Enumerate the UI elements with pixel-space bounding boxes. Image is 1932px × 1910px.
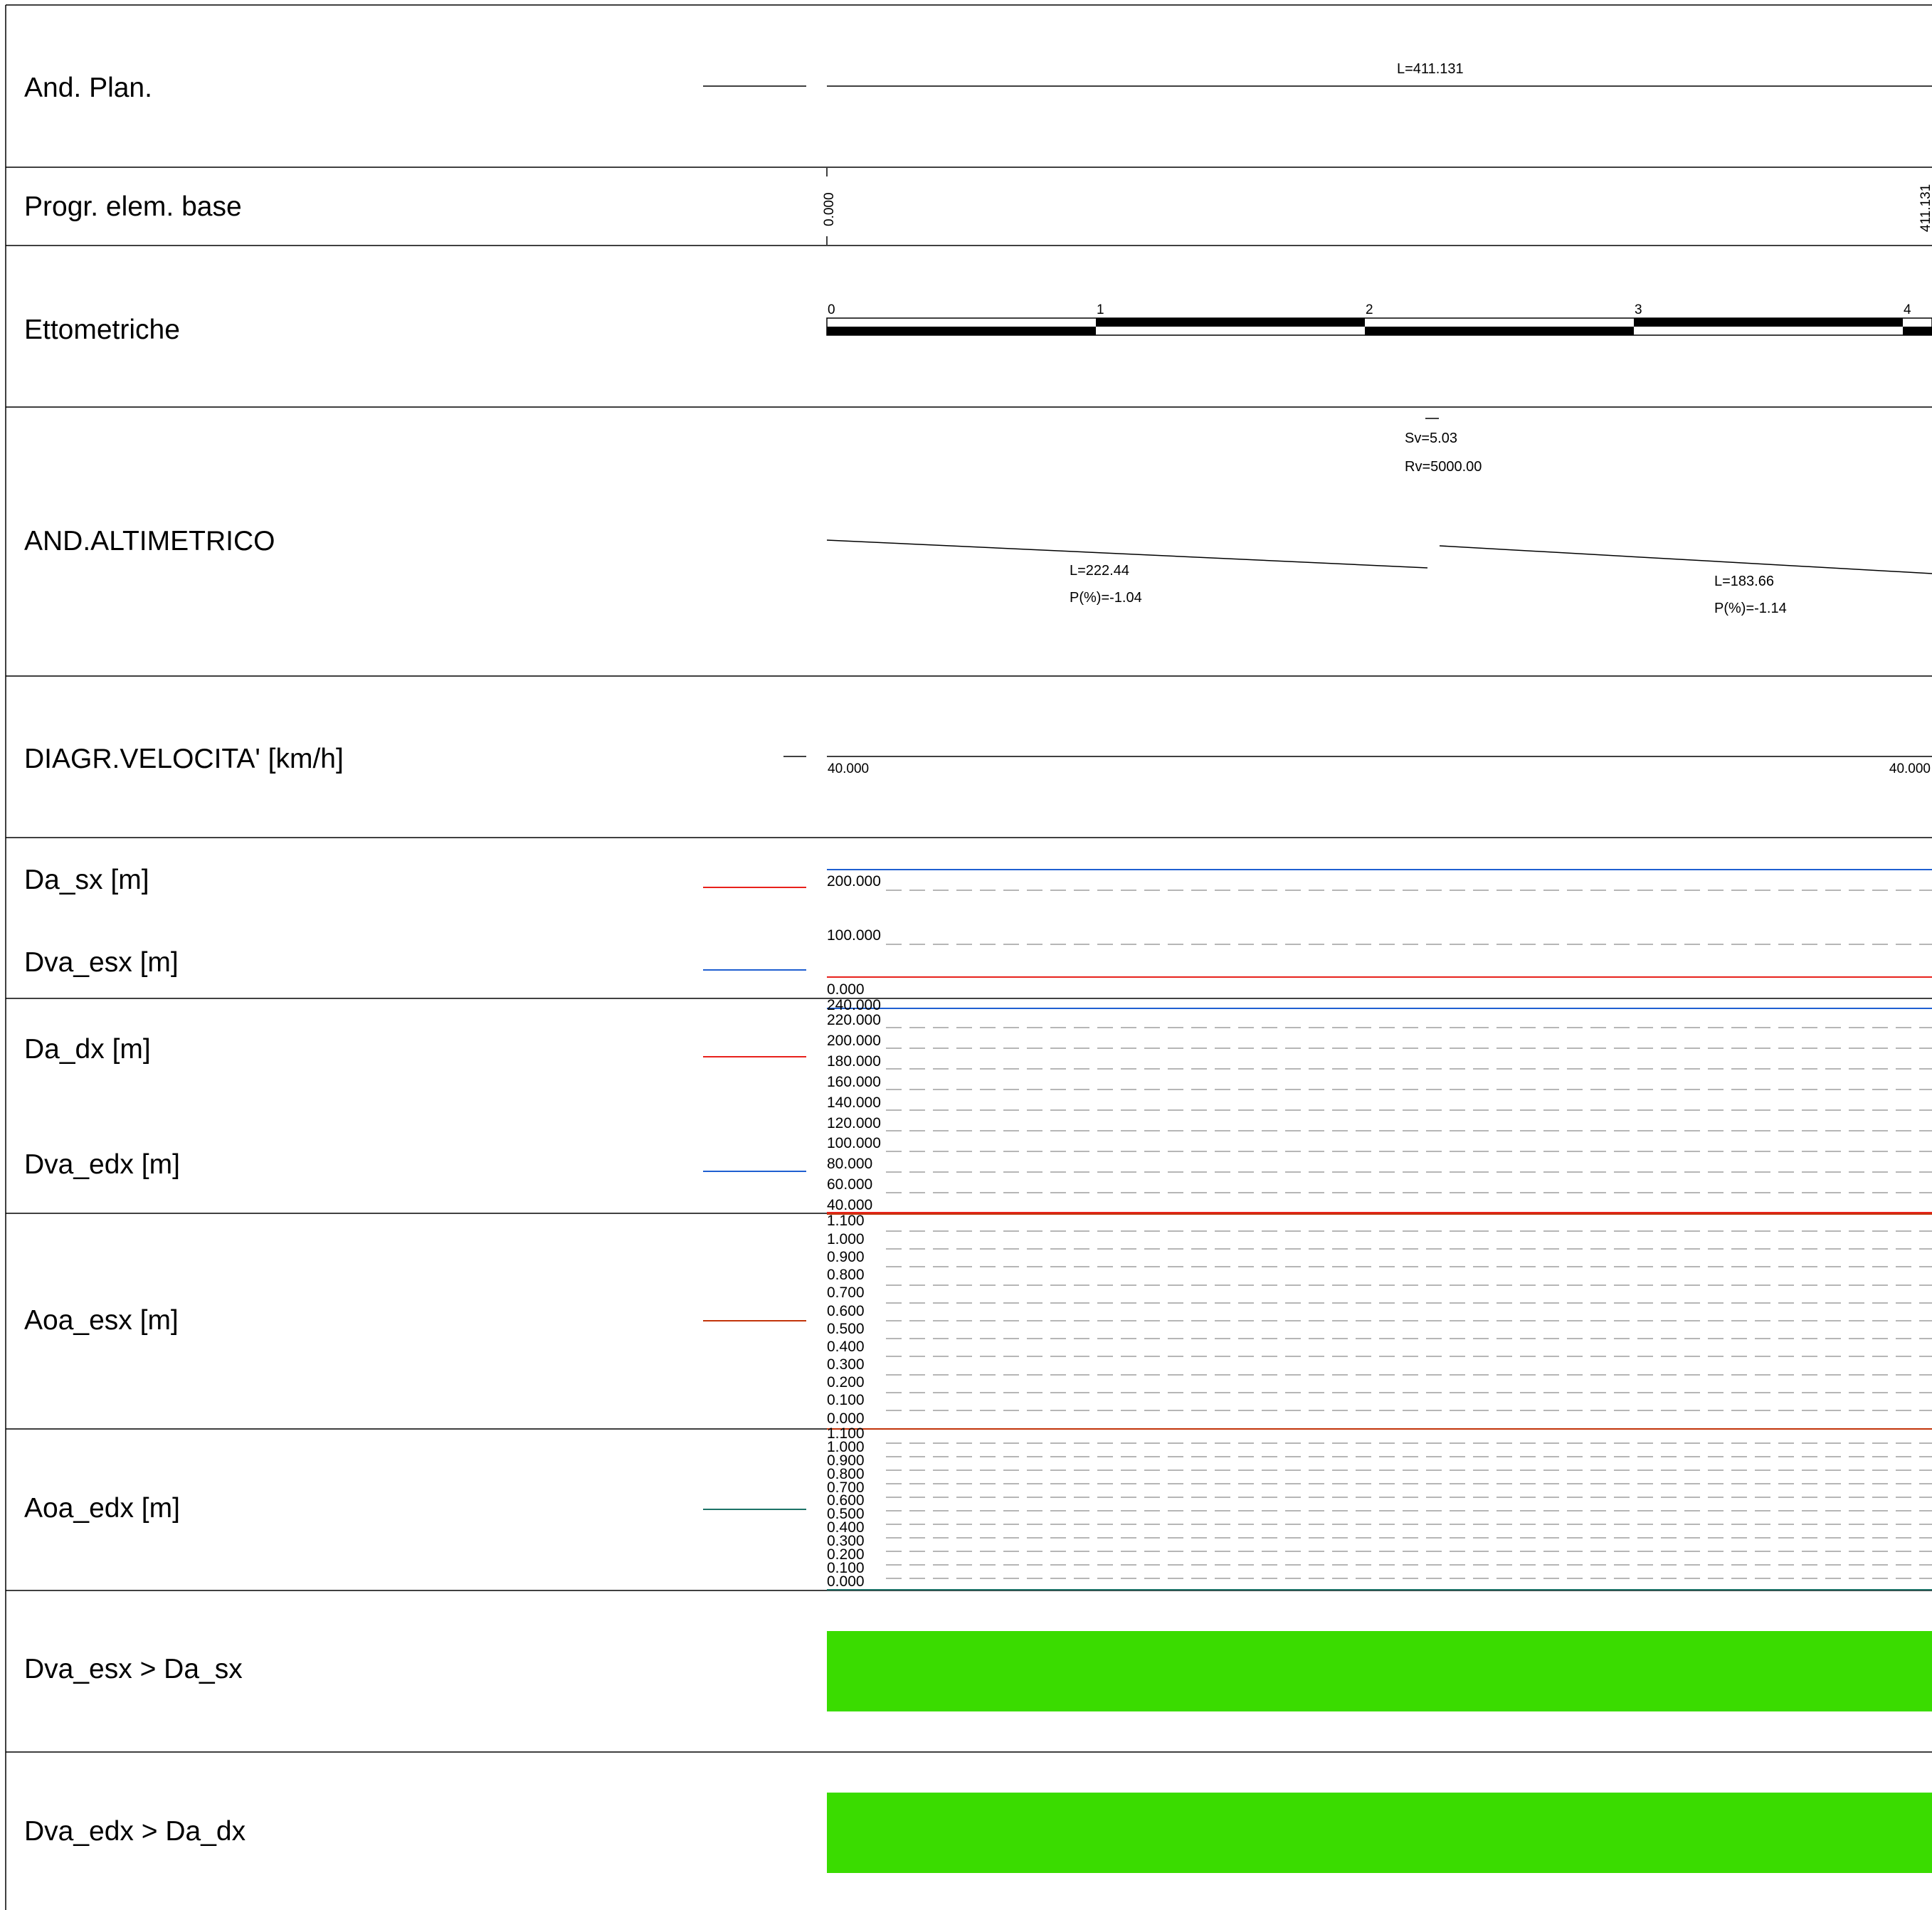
segment-length-label: L=183.66 <box>1714 574 1774 589</box>
grade-line <box>1439 545 1932 574</box>
axis-tick-label: 0.300 <box>827 1356 865 1373</box>
axis-tick-label: 0.700 <box>827 1479 865 1496</box>
row-label-check-dx: Dva_edx > Da_dx <box>24 1816 246 1847</box>
row-separators <box>5 4 1932 1910</box>
axis-tick-label: 160.000 <box>827 1074 881 1090</box>
ettometric-tick-label: 1 <box>1097 302 1104 317</box>
axis-tick-label: 0.200 <box>827 1546 865 1563</box>
ettometric-tick-label: 4 <box>1904 302 1911 317</box>
ettometric-tick-label: 0 <box>828 302 835 317</box>
row-label-dva-esx: Dva_esx [m] <box>24 947 179 978</box>
axis-tick-label: 120.000 <box>827 1115 881 1131</box>
progressive-end-label: 411.131 <box>1918 184 1932 232</box>
axis-tick-label: 0.400 <box>827 1339 865 1355</box>
row-label-progr-elem-base: Progr. elem. base <box>24 191 242 222</box>
axis-tick-label: 220.000 <box>827 1012 881 1028</box>
ettometric-row: 0 1 2 3 4 <box>826 302 1932 336</box>
segment-slope-label: P(%)=-1.04 <box>1070 590 1142 606</box>
axis-tick-label: 0.500 <box>827 1506 865 1522</box>
row-label-aoa-edx: Aoa_edx [m] <box>24 1493 180 1524</box>
check-dx-bar <box>827 1793 1932 1873</box>
da-dx-grid <box>886 1027 1932 1193</box>
vertical-profile-row: Sv=5.03 Rv=5000.00 L=222.44 P(%)=-1.04 L… <box>826 418 1932 616</box>
axis-tick-label: 0.600 <box>827 1303 865 1319</box>
axis-tick-label: 0.600 <box>827 1492 865 1509</box>
progressive-start-label: 0.000 <box>822 192 837 226</box>
axis-tick-label: 0.700 <box>827 1284 865 1301</box>
plan-row: L=411.131 <box>703 61 1932 87</box>
axis-tick-label: 0.100 <box>827 1560 865 1576</box>
axis-tick-label: 40.000 <box>827 1197 872 1213</box>
row-label-da-sx: Da_sx [m] <box>24 865 149 895</box>
aoa-esx-grid <box>886 1230 1932 1411</box>
axis-tick-label: 80.000 <box>827 1156 872 1172</box>
grade-line <box>826 539 1428 569</box>
axis-tick-label: 1.100 <box>827 1425 865 1442</box>
row-label-da-dx: Da_dx [m] <box>24 1034 151 1065</box>
check-sx-bar <box>827 1631 1932 1711</box>
velocity-row: 40.000 40.000 <box>783 756 1932 776</box>
axis-tick-label: 1.100 <box>827 1213 865 1229</box>
axis-tick-label: 0.800 <box>827 1466 865 1482</box>
axis-tick-label: 1.000 <box>827 1439 865 1455</box>
vertex-sv-label: Sv=5.03 <box>1405 431 1457 446</box>
row-label-diagr-velocita: DIAGR.VELOCITA' [km/h] <box>24 744 344 774</box>
axis-tick-label: 0.900 <box>827 1249 865 1265</box>
vertex-rv-label: Rv=5000.00 <box>1405 459 1482 475</box>
axis-tick-label: 0.900 <box>827 1452 865 1469</box>
sight-distance-right-row: 240.000 220.000 200.000 180.000 160.000 … <box>703 997 1932 1213</box>
segment-slope-label: P(%)=-1.14 <box>1714 601 1787 616</box>
progressive-row: 0.000 411.131 <box>822 168 1932 245</box>
axis-tick-label: 200.000 <box>827 873 881 890</box>
da-sx-grid <box>886 890 1932 945</box>
axis-tick-label: 0.500 <box>827 1321 865 1337</box>
axis-tick-label: 0.100 <box>827 1392 865 1408</box>
axis-tick-label: 200.000 <box>827 1033 881 1049</box>
sight-distance-left-row: 200.000 100.000 0.000 <box>703 869 1932 998</box>
axis-tick-label: 180.000 <box>827 1053 881 1070</box>
axis-tick-label: 140.000 <box>827 1094 881 1111</box>
segment-length-label: L=222.44 <box>1070 563 1129 579</box>
axis-tick-label: 60.000 <box>827 1176 872 1193</box>
axis-tick-label: 100.000 <box>827 927 881 944</box>
axis-tick-label: 100.000 <box>827 1135 881 1151</box>
row-label-dva-edx: Dva_edx [m] <box>24 1149 180 1180</box>
aoa-right-row: 1.100 1.000 0.900 0.800 0.700 0.600 0.50… <box>703 1425 1932 1590</box>
aoa-left-row: 1.100 1.000 0.900 0.800 0.700 0.600 0.50… <box>703 1213 1932 1427</box>
row-label-aoa-esx: Aoa_esx [m] <box>24 1305 179 1336</box>
row-label-ettometriche: Ettometriche <box>24 315 180 345</box>
aoa-edx-grid <box>886 1442 1932 1579</box>
velocity-end-label: 40.000 <box>1889 761 1931 776</box>
ettometric-tick-label: 2 <box>1366 302 1373 317</box>
axis-tick-label: 0.200 <box>827 1374 865 1391</box>
axis-tick-label: 240.000 <box>827 997 881 1013</box>
axis-tick-label: 0.000 <box>827 1410 865 1427</box>
axis-tick-label: 0.400 <box>827 1519 865 1536</box>
velocity-start-label: 40.000 <box>828 761 869 776</box>
row-label-and-plan: And. Plan. <box>24 73 152 103</box>
row-label-check-sx: Dva_esx > Da_sx <box>24 1654 243 1684</box>
axis-tick-label: 0.800 <box>827 1267 865 1283</box>
axis-tick-label: 0.000 <box>827 1573 865 1590</box>
axis-tick-label: 1.000 <box>827 1231 865 1247</box>
axis-tick-label: 0.300 <box>827 1533 865 1549</box>
row-label-and-altimetrico: AND.ALTIMETRICO <box>24 526 275 556</box>
axis-tick-label: 0.000 <box>827 981 865 998</box>
ettometric-tick-label: 3 <box>1635 302 1642 317</box>
plan-length-label: L=411.131 <box>1397 61 1464 77</box>
